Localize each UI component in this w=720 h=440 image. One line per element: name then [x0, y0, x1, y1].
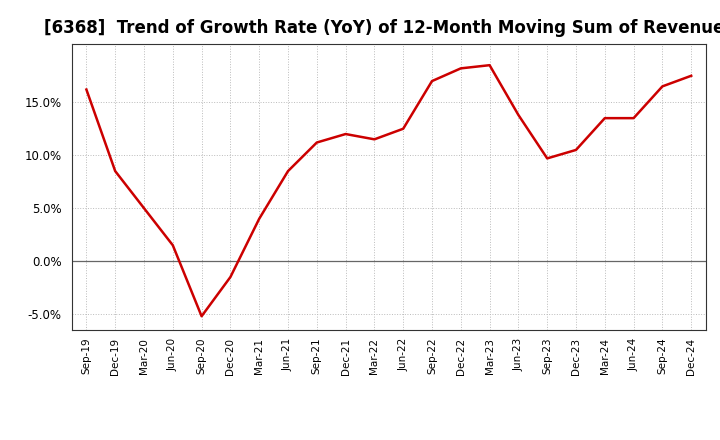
Title: [6368]  Trend of Growth Rate (YoY) of 12-Month Moving Sum of Revenues: [6368] Trend of Growth Rate (YoY) of 12-… [44, 19, 720, 37]
